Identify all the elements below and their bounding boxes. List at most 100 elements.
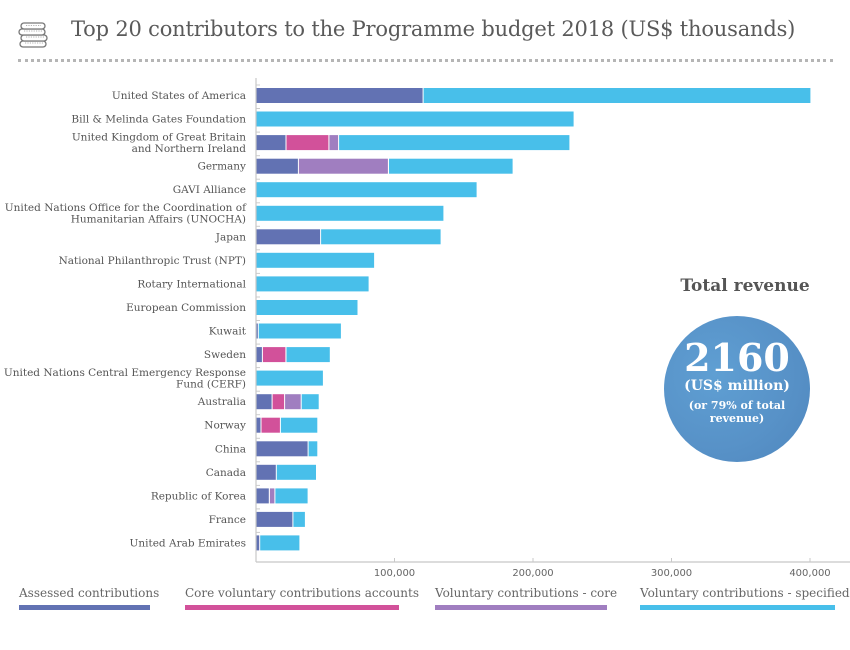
x-axis: 100,000 200,000 300,000 400,000 <box>255 78 850 579</box>
category-label-line: United Arab Emirates <box>130 537 246 549</box>
category-label-line: France <box>209 514 246 526</box>
total-revenue-value: 2160 <box>684 335 790 380</box>
bars-layer <box>256 88 811 551</box>
bar-segment-assessed <box>256 347 262 363</box>
bar-segment-voluntary-specified <box>258 323 341 339</box>
category-label-line: United Nations Central Emergency Respons… <box>4 367 246 379</box>
category-label-line: China <box>215 443 246 455</box>
category-label-line: Germany <box>197 161 246 173</box>
bar-segment-voluntary-specified <box>260 535 300 551</box>
category-label: Germany <box>197 161 246 173</box>
category-label: Norway <box>204 420 246 432</box>
legend-label: Core voluntary contributions accounts <box>185 586 419 600</box>
bar-segment-voluntary-specified <box>389 158 513 174</box>
category-label-line: United Kingdom of Great Britain <box>72 131 246 143</box>
total-revenue-panel: Total revenue 2160 (US$ million) (or 79%… <box>655 276 835 466</box>
category-label: Sweden <box>204 349 246 361</box>
bar-segment-voluntary-specified <box>256 370 323 386</box>
dotted-divider <box>18 59 833 62</box>
category-label: China <box>215 443 246 455</box>
bar-segment-core-voluntary-accounts <box>272 394 285 410</box>
legend-swatch <box>640 605 835 610</box>
bar-segment-voluntary-specified <box>256 182 477 198</box>
category-label: National Philanthropic Trust (NPT) <box>59 255 246 267</box>
category-label: Kuwait <box>209 326 247 338</box>
bar-segment-core-voluntary-accounts <box>286 135 329 151</box>
category-label: United Kingdom of Great Britain and North… <box>72 131 246 155</box>
legend-item-core-voluntary-accounts: Core voluntary contributions accounts <box>185 586 419 610</box>
total-revenue-note: (or 79% of total revenue) <box>688 399 786 425</box>
bar-segment-voluntary-core <box>269 488 275 504</box>
bar-segment-voluntary-specified <box>308 441 318 457</box>
legend-item-voluntary-specified: Voluntary contributions - specified <box>640 586 850 610</box>
category-label-line: Norway <box>204 420 246 432</box>
category-label-line: Republic of Korea <box>151 490 246 502</box>
header: Top 20 contributors to the Programme bud… <box>0 0 850 64</box>
category-label: Rotary International <box>137 278 246 290</box>
legend-label: Assessed contributions <box>19 586 160 600</box>
legend-item-voluntary-core: Voluntary contributions - core <box>435 586 618 610</box>
category-label-line: Japan <box>215 231 246 243</box>
bar-segment-assessed <box>256 511 293 527</box>
bar-segment-voluntary-specified <box>276 464 316 480</box>
bar-segment-assessed <box>256 158 298 174</box>
category-label: Japan <box>215 231 246 243</box>
bar-segment-voluntary-specified <box>256 111 574 127</box>
category-label: United Arab Emirates <box>130 537 246 549</box>
x-tick-label: 400,000 <box>789 568 830 579</box>
stacked-bar-chart: United States of America Bill & Melinda G… <box>4 78 850 579</box>
legend-swatch <box>19 605 150 610</box>
bar-segment-assessed <box>256 441 308 457</box>
category-label: Republic of Korea <box>151 490 246 502</box>
bar-segment-voluntary-specified <box>301 394 319 410</box>
category-label-line: Kuwait <box>209 326 247 338</box>
category-label-line: European Commission <box>126 302 246 314</box>
bar-segment-voluntary-specified <box>321 229 441 245</box>
bar-segment-core-voluntary-accounts <box>262 347 286 363</box>
bar-segment-voluntary-specified <box>256 205 444 221</box>
bar-segment-assessed <box>256 394 272 410</box>
bar-segment-assessed <box>256 417 261 433</box>
x-tick-label: 200,000 <box>512 568 553 579</box>
category-label-line: Rotary International <box>137 278 246 290</box>
category-label-line: United States of America <box>112 90 246 102</box>
legend-label: Voluntary contributions - specified <box>640 586 850 600</box>
bar-segment-core-voluntary-accounts <box>261 417 280 433</box>
bar-segment-assessed <box>256 135 286 151</box>
bar-segment-voluntary-specified <box>256 300 358 315</box>
bar-segment-voluntary-specified <box>339 135 570 151</box>
bar-segment-voluntary-specified <box>256 276 369 292</box>
category-label-line: Fund (CERF) <box>176 378 246 390</box>
bar-segment-assessed <box>256 229 321 245</box>
bar-segment-voluntary-specified <box>293 511 305 527</box>
legend: Assessed contributions Core voluntary co… <box>0 586 850 626</box>
legend-swatch <box>435 605 607 610</box>
coins-stack-icon <box>18 22 48 48</box>
category-label-line: GAVI Alliance <box>173 184 246 196</box>
category-label: France <box>209 514 246 526</box>
bar-segment-assessed <box>256 535 260 551</box>
x-tick-label: 300,000 <box>651 568 692 579</box>
category-label: United Nations Office for the Coordinati… <box>5 202 247 226</box>
category-label-line: and Northern Ireland <box>132 143 247 155</box>
legend-swatch <box>185 605 399 610</box>
category-labels: United States of America Bill & Melinda G… <box>4 90 247 549</box>
chart-title: Top 20 contributors to the Programme bud… <box>71 17 796 41</box>
category-label-line: Sweden <box>204 349 246 361</box>
category-label: Bill & Melinda Gates Foundation <box>71 114 246 126</box>
category-label: Canada <box>206 467 246 479</box>
category-label: GAVI Alliance <box>173 184 246 196</box>
bar-segment-voluntary-specified <box>280 417 318 433</box>
bar-segment-voluntary-core <box>285 394 301 410</box>
legend-label: Voluntary contributions - core <box>435 586 618 600</box>
legend-item-assessed: Assessed contributions <box>19 586 160 610</box>
category-label-line: National Philanthropic Trust (NPT) <box>59 255 246 267</box>
total-revenue-title: Total revenue <box>680 276 810 296</box>
bar-segment-assessed <box>256 488 269 504</box>
x-tick-label: 100,000 <box>374 568 415 579</box>
bar-segment-voluntary-specified <box>256 252 375 268</box>
bar-segment-voluntary-specified <box>286 347 330 363</box>
bar-segment-assessed <box>256 323 258 339</box>
bar-segment-assessed <box>256 88 423 103</box>
category-label-line: Humanitarian Affairs (UNOCHA) <box>71 214 246 226</box>
